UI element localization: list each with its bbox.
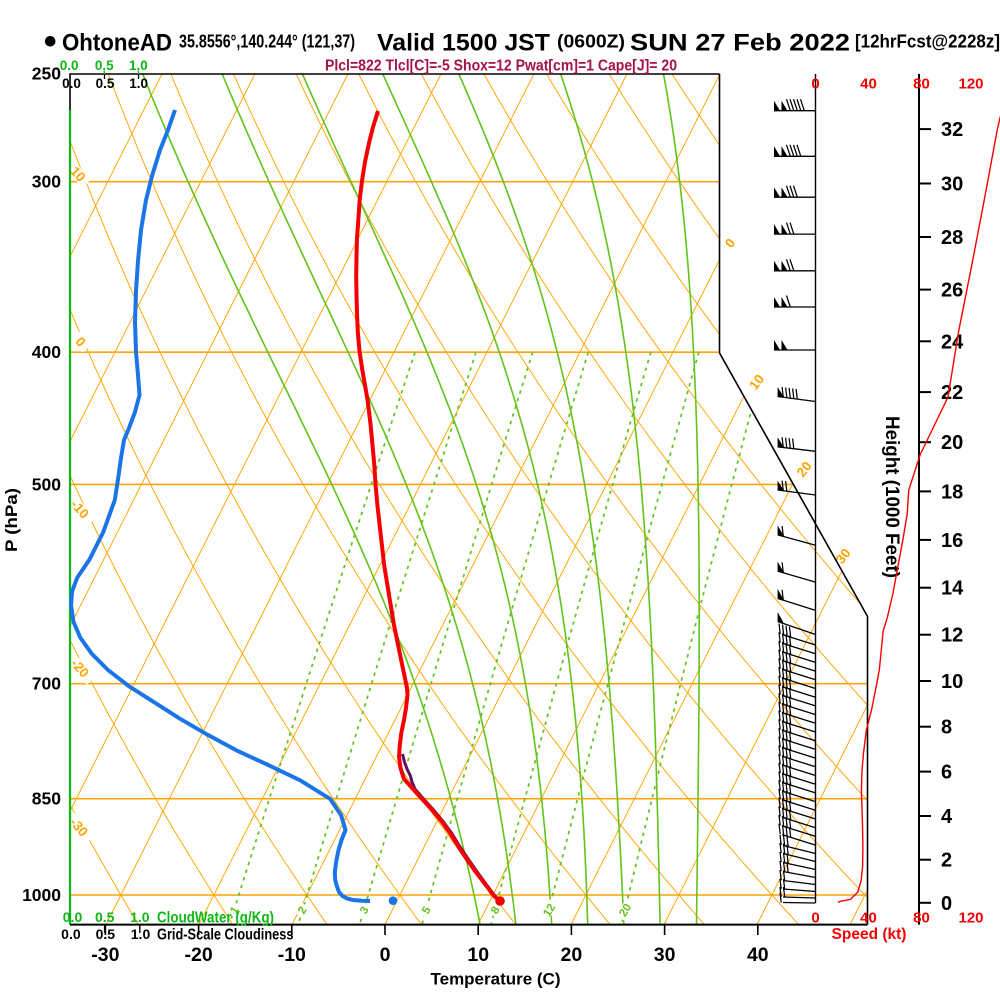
svg-text:12: 12 — [541, 902, 558, 919]
svg-text:20: 20 — [941, 432, 963, 454]
svg-text:40: 40 — [860, 76, 877, 93]
svg-text:0.5: 0.5 — [95, 909, 115, 925]
svg-text:0: 0 — [811, 910, 819, 927]
svg-text:14: 14 — [941, 578, 964, 600]
svg-text:80: 80 — [913, 76, 930, 93]
svg-text:35.8556°,140.244° (121,37): 35.8556°,140.244° (121,37) — [179, 32, 355, 52]
svg-text:Plcl=822 Tlcl[C]=-5 Shox=12 Pw: Plcl=822 Tlcl[C]=-5 Shox=12 Pwat[cm]=1 C… — [325, 58, 677, 75]
svg-text:700: 700 — [32, 674, 61, 694]
svg-text:80: 80 — [913, 910, 930, 927]
svg-text:1.0: 1.0 — [129, 58, 148, 73]
svg-text:0.0: 0.0 — [60, 58, 79, 73]
svg-text:400: 400 — [32, 342, 61, 362]
svg-text:-30: -30 — [91, 944, 119, 966]
svg-text:0: 0 — [380, 944, 391, 966]
svg-text:32: 32 — [941, 119, 963, 141]
svg-text:30: 30 — [654, 944, 676, 966]
svg-text:20: 20 — [794, 459, 815, 480]
svg-text:10: 10 — [941, 671, 963, 693]
svg-text:0: 0 — [941, 893, 952, 915]
svg-text:1.0: 1.0 — [130, 909, 150, 925]
svg-text:1000: 1000 — [22, 885, 61, 905]
svg-text:10: 10 — [67, 164, 88, 185]
svg-text:0.0: 0.0 — [63, 909, 83, 925]
svg-text:P (hPa): P (hPa) — [2, 488, 21, 552]
svg-text:2: 2 — [296, 905, 310, 917]
svg-text:(0600Z): (0600Z) — [557, 31, 625, 52]
svg-text:-10: -10 — [278, 944, 306, 966]
svg-text:850: 850 — [32, 789, 61, 809]
svg-text:26: 26 — [941, 280, 963, 302]
svg-text:0: 0 — [811, 76, 819, 93]
svg-text:120: 120 — [958, 76, 983, 93]
svg-text:0.0: 0.0 — [61, 926, 81, 942]
svg-text:8: 8 — [941, 717, 952, 739]
svg-text:250: 250 — [32, 64, 61, 84]
svg-text:Valid 1500 JST: Valid 1500 JST — [377, 30, 550, 57]
svg-text:40: 40 — [860, 910, 877, 927]
svg-text:Height (1000 Feet): Height (1000 Feet) — [881, 416, 902, 578]
svg-text:24: 24 — [941, 331, 964, 353]
svg-text:300: 300 — [32, 172, 61, 192]
svg-text:1.0: 1.0 — [129, 76, 148, 91]
svg-text:0.5: 0.5 — [96, 76, 115, 91]
svg-text:1.0: 1.0 — [131, 926, 151, 942]
svg-text:10: 10 — [746, 372, 767, 393]
svg-text:28: 28 — [941, 227, 963, 249]
svg-text:6: 6 — [941, 762, 952, 784]
svg-text:[12hrFcst@2228z]: [12hrFcst@2228z] — [855, 31, 1000, 52]
svg-text:120: 120 — [958, 910, 983, 927]
svg-text:SUN 27 Feb 2022: SUN 27 Feb 2022 — [630, 30, 850, 57]
svg-text:2: 2 — [941, 850, 952, 872]
svg-text:0.5: 0.5 — [96, 926, 116, 942]
svg-text:Grid-Scale Cloudiness: Grid-Scale Cloudiness — [157, 927, 294, 944]
svg-text:16: 16 — [941, 530, 963, 552]
svg-text:OhtoneAD: OhtoneAD — [62, 30, 172, 57]
svg-text:CloudWater (g/Kg): CloudWater (g/Kg) — [157, 910, 274, 927]
svg-text:20: 20 — [617, 902, 634, 919]
svg-text:0.0: 0.0 — [62, 76, 81, 91]
svg-text:30: 30 — [833, 546, 854, 567]
svg-text:18: 18 — [941, 481, 963, 503]
svg-text:Speed (kt): Speed (kt) — [832, 926, 907, 943]
svg-text:30: 30 — [941, 174, 963, 196]
svg-text:40: 40 — [747, 944, 769, 966]
svg-text:20: 20 — [561, 944, 583, 966]
svg-text:500: 500 — [32, 474, 61, 494]
svg-text:-20: -20 — [185, 944, 213, 966]
svg-text:0.5: 0.5 — [95, 58, 114, 73]
svg-text:4: 4 — [941, 806, 953, 828]
svg-text:Temperature (C): Temperature (C) — [431, 970, 561, 989]
svg-text:3: 3 — [358, 905, 372, 917]
svg-text:22: 22 — [941, 382, 963, 404]
svg-text:12: 12 — [941, 625, 963, 647]
svg-text:10: 10 — [467, 944, 489, 966]
